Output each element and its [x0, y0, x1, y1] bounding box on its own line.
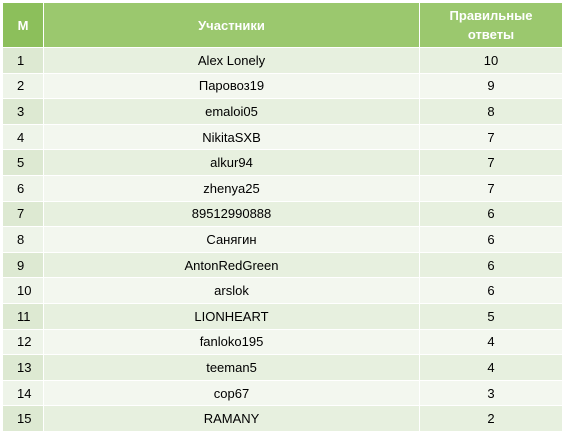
correct-answers-count: 7 — [419, 149, 563, 176]
participant-name: NikitaSXB — [43, 123, 420, 151]
participant-name: Alex Lonely — [43, 47, 420, 74]
table-row: 9 AntonRedGreen 6 — [2, 251, 563, 279]
correct-answers-count: 10 — [419, 47, 563, 74]
row-number: 15 — [2, 405, 44, 432]
row-number: 2 — [2, 72, 44, 100]
row-number: 3 — [2, 98, 44, 125]
table-row: 11 LIONHEART 5 — [2, 302, 563, 330]
row-number: 14 — [2, 379, 44, 407]
participant-name: cop67 — [43, 379, 420, 407]
row-number: 10 — [2, 277, 44, 304]
column-header-correct-answers-line2: ответы — [467, 27, 515, 42]
participant-name: AntonRedGreen — [43, 251, 420, 279]
table-row: 12 fanloko195 4 — [2, 328, 563, 356]
correct-answers-count: 7 — [419, 174, 563, 202]
row-number: 13 — [2, 354, 44, 381]
participant-name: zhenya25 — [43, 174, 420, 202]
correct-answers-count: 5 — [419, 302, 563, 330]
correct-answers-count: 7 — [419, 123, 563, 151]
participant-name: fanloko195 — [43, 328, 420, 356]
column-header-number: М — [2, 2, 44, 48]
participant-name: Санягин — [43, 226, 420, 253]
row-number: 7 — [2, 200, 44, 228]
participant-name: LIONHEART — [43, 302, 420, 330]
table-row: 7 89512990888 6 — [2, 200, 563, 228]
row-number: 12 — [2, 328, 44, 356]
correct-answers-count: 6 — [419, 251, 563, 279]
table-body: 1 Alex Lonely 10 2 Паровоз19 9 3 emaloi0… — [2, 47, 563, 432]
row-number: 11 — [2, 302, 44, 330]
correct-answers-count: 4 — [419, 328, 563, 356]
participant-name: 89512990888 — [43, 200, 420, 228]
table-row: 8 Санягин 6 — [2, 226, 563, 253]
row-number: 9 — [2, 251, 44, 279]
row-number: 8 — [2, 226, 44, 253]
correct-answers-count: 6 — [419, 226, 563, 253]
correct-answers-count: 4 — [419, 354, 563, 381]
table-row: 3 emaloi05 8 — [2, 98, 563, 125]
correct-answers-count: 3 — [419, 379, 563, 407]
correct-answers-count: 2 — [419, 405, 563, 432]
correct-answers-count: 8 — [419, 98, 563, 125]
table-row: 2 Паровоз19 9 — [2, 72, 563, 100]
participant-name: arslok — [43, 277, 420, 304]
row-number: 4 — [2, 123, 44, 151]
column-header-correct-answers: Правильные ответы — [419, 2, 563, 48]
table-row: 5 alkur94 7 — [2, 149, 563, 176]
correct-answers-count: 6 — [419, 277, 563, 304]
table-row: 14 cop67 3 — [2, 379, 563, 407]
table-row: 4 NikitaSXB 7 — [2, 123, 563, 151]
correct-answers-count: 9 — [419, 72, 563, 100]
table-row: 1 Alex Lonely 10 — [2, 47, 563, 74]
results-table: М Участники Правильные ответы 1 Alex Lon… — [2, 2, 563, 432]
table-row: 15 RAMANY 2 — [2, 405, 563, 432]
column-header-correct-answers-line1: Правильные — [449, 8, 533, 23]
participant-name: RAMANY — [43, 405, 420, 432]
table-header-row: М Участники Правильные ответы — [2, 2, 563, 48]
table-row: 13 teeman5 4 — [2, 354, 563, 381]
table-row: 6 zhenya25 7 — [2, 174, 563, 202]
correct-answers-count: 6 — [419, 200, 563, 228]
table-row: 10 arslok 6 — [2, 277, 563, 304]
participant-name: emaloi05 — [43, 98, 420, 125]
participant-name: teeman5 — [43, 354, 420, 381]
participant-name: alkur94 — [43, 149, 420, 176]
row-number: 6 — [2, 174, 44, 202]
row-number: 1 — [2, 47, 44, 74]
row-number: 5 — [2, 149, 44, 176]
participant-name: Паровоз19 — [43, 72, 420, 100]
column-header-participants: Участники — [43, 2, 420, 48]
